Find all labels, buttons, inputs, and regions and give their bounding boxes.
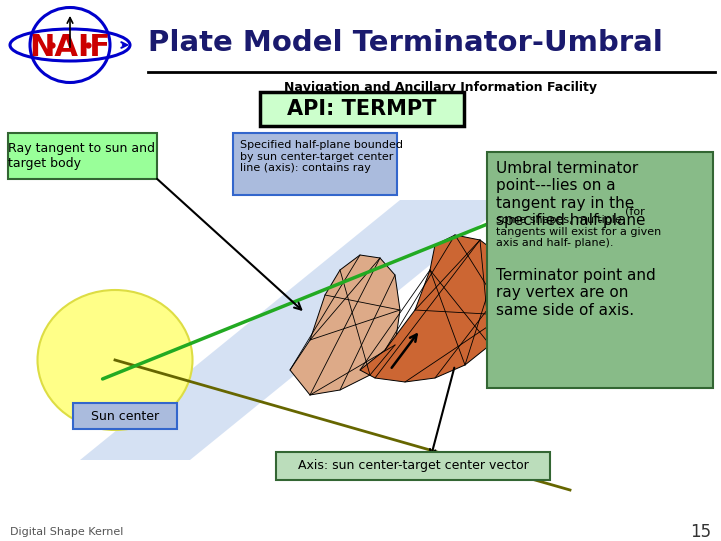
Text: NAIF: NAIF: [30, 32, 110, 62]
FancyBboxPatch shape: [8, 133, 157, 179]
Polygon shape: [80, 200, 510, 460]
Text: API: TERMPT: API: TERMPT: [287, 99, 437, 119]
FancyBboxPatch shape: [260, 92, 464, 126]
Text: Sun center: Sun center: [91, 410, 159, 423]
Text: Plate Model Terminator-Umbral: Plate Model Terminator-Umbral: [148, 29, 663, 57]
Text: Terminator point and
ray vertex are on
same side of axis.: Terminator point and ray vertex are on s…: [496, 268, 656, 318]
FancyBboxPatch shape: [487, 152, 713, 388]
Polygon shape: [360, 235, 510, 382]
Ellipse shape: [37, 290, 193, 430]
Text: (for: (for: [625, 207, 645, 217]
Text: Specified half-plane bounded
by sun center-target center
line (axis): contains r: Specified half-plane bounded by sun cent…: [240, 140, 403, 173]
Text: Digital Shape Kernel: Digital Shape Kernel: [10, 527, 123, 537]
Text: some shapes, multiple
tangents will exist for a given
axis and half- plane).: some shapes, multiple tangents will exis…: [496, 215, 661, 248]
Text: Axis: sun center-target center vector: Axis: sun center-target center vector: [298, 459, 528, 472]
FancyBboxPatch shape: [276, 452, 550, 480]
Text: Ray tangent to sun and
target body: Ray tangent to sun and target body: [9, 142, 156, 170]
Polygon shape: [290, 255, 400, 395]
Text: 15: 15: [690, 523, 711, 541]
FancyBboxPatch shape: [233, 133, 397, 195]
Text: Navigation and Ancillary Information Facility: Navigation and Ancillary Information Fac…: [283, 81, 596, 94]
FancyBboxPatch shape: [73, 403, 177, 429]
Text: Umbral terminator
point---lies on a
tangent ray in the
specified half-plane: Umbral terminator point---lies on a tang…: [496, 161, 650, 228]
